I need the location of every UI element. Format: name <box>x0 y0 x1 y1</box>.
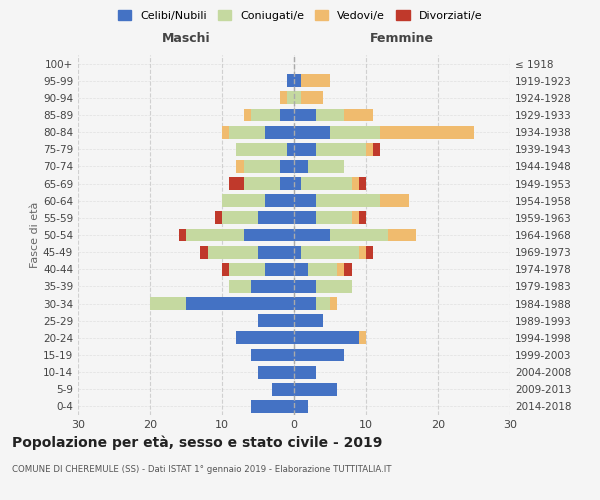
Bar <box>294 177 301 190</box>
Bar <box>294 297 316 310</box>
Bar <box>200 246 208 258</box>
Bar <box>244 177 280 190</box>
Bar <box>244 160 280 173</box>
Bar <box>294 383 337 396</box>
Bar <box>208 246 258 258</box>
Bar <box>388 228 416 241</box>
Bar <box>186 228 244 241</box>
Bar <box>287 74 294 87</box>
Bar <box>294 332 359 344</box>
Bar <box>258 212 294 224</box>
Bar <box>344 263 352 276</box>
Bar <box>373 143 380 156</box>
Bar <box>294 212 316 224</box>
Bar <box>316 297 330 310</box>
Bar <box>229 126 265 138</box>
Bar <box>294 263 308 276</box>
Bar <box>265 194 294 207</box>
Bar <box>244 108 251 122</box>
Bar <box>359 246 366 258</box>
Bar <box>308 263 337 276</box>
Bar <box>359 332 366 344</box>
Bar <box>308 160 344 173</box>
Bar <box>280 92 287 104</box>
Bar <box>229 177 244 190</box>
Bar <box>294 246 301 258</box>
Bar <box>258 246 294 258</box>
Bar <box>258 314 294 327</box>
Bar <box>301 92 323 104</box>
Bar <box>316 212 352 224</box>
Bar <box>359 177 366 190</box>
Bar <box>294 160 308 173</box>
Bar <box>236 143 287 156</box>
Bar <box>222 194 265 207</box>
Bar <box>366 143 373 156</box>
Bar <box>294 228 330 241</box>
Bar <box>287 92 294 104</box>
Bar <box>294 108 316 122</box>
Legend: Celibi/Nubili, Coniugati/e, Vedovi/e, Divorziati/e: Celibi/Nubili, Coniugati/e, Vedovi/e, Di… <box>113 6 487 25</box>
Bar <box>294 126 330 138</box>
Text: COMUNE DI CHEREMULE (SS) - Dati ISTAT 1° gennaio 2019 - Elaborazione TUTTITALIA.: COMUNE DI CHEREMULE (SS) - Dati ISTAT 1°… <box>12 465 392 474</box>
Text: Femmine: Femmine <box>370 32 434 44</box>
Text: Maschi: Maschi <box>161 32 211 44</box>
Bar <box>265 126 294 138</box>
Bar <box>251 108 280 122</box>
Bar <box>330 126 380 138</box>
Bar <box>294 314 323 327</box>
Bar <box>330 228 388 241</box>
Bar <box>380 194 409 207</box>
Bar <box>222 263 229 276</box>
Bar <box>294 366 316 378</box>
Bar <box>236 160 244 173</box>
Bar <box>150 297 186 310</box>
Bar <box>301 177 352 190</box>
Bar <box>272 383 294 396</box>
Bar <box>229 280 251 293</box>
Bar <box>251 280 294 293</box>
Bar <box>316 194 380 207</box>
Bar <box>251 400 294 413</box>
Bar <box>251 348 294 362</box>
Bar <box>280 177 294 190</box>
Bar <box>294 92 301 104</box>
Bar <box>294 348 344 362</box>
Bar <box>380 126 474 138</box>
Bar <box>359 212 366 224</box>
Bar <box>294 143 316 156</box>
Bar <box>352 177 359 190</box>
Bar <box>352 212 359 224</box>
Bar <box>222 126 229 138</box>
Bar <box>222 212 258 224</box>
Bar <box>186 297 294 310</box>
Bar <box>316 280 352 293</box>
Bar <box>229 263 265 276</box>
Bar <box>294 400 308 413</box>
Bar <box>265 263 294 276</box>
Bar <box>316 108 344 122</box>
Y-axis label: Fasce di età: Fasce di età <box>30 202 40 268</box>
Bar <box>236 332 294 344</box>
Bar <box>287 143 294 156</box>
Bar <box>294 280 316 293</box>
Bar <box>258 366 294 378</box>
Bar <box>179 228 186 241</box>
Bar <box>244 228 294 241</box>
Bar <box>280 108 294 122</box>
Bar <box>294 74 301 87</box>
Bar <box>337 263 344 276</box>
Bar <box>294 194 316 207</box>
Text: Popolazione per età, sesso e stato civile - 2019: Popolazione per età, sesso e stato civil… <box>12 435 382 450</box>
Bar <box>280 160 294 173</box>
Bar <box>301 74 330 87</box>
Bar <box>301 246 359 258</box>
Bar <box>316 143 366 156</box>
Bar <box>366 246 373 258</box>
Bar <box>215 212 222 224</box>
Bar <box>344 108 373 122</box>
Bar <box>330 297 337 310</box>
